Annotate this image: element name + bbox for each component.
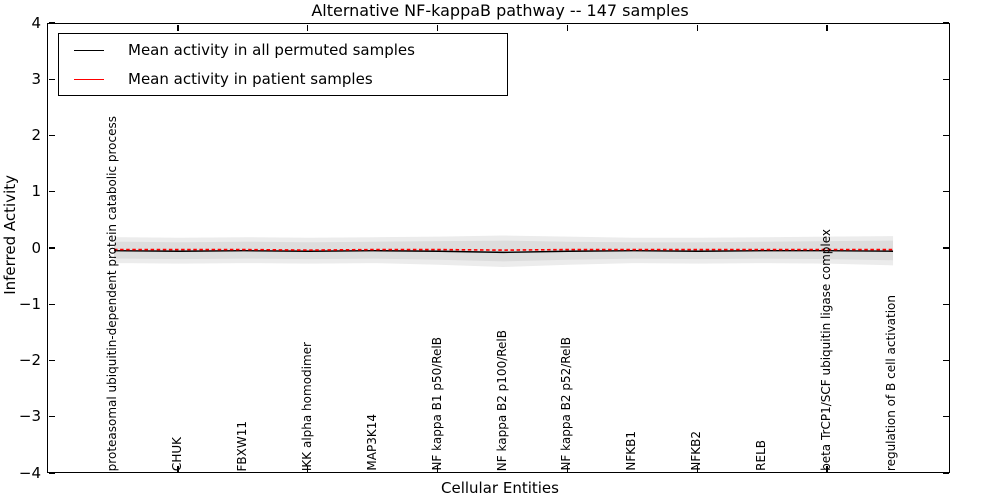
y-tick-mark-left	[48, 78, 55, 80]
category-label: NF kappa B1 p50/RelB	[429, 337, 444, 471]
y-tick-mark-left	[48, 134, 55, 137]
category-label: IKK alpha homodimer	[299, 341, 314, 471]
y-tick-mark-left	[48, 303, 55, 305]
y-tick-mark-left	[48, 472, 55, 474]
x-tick-mark-top	[566, 24, 569, 31]
x-tick-mark-top	[826, 24, 828, 31]
y-tick-mark-right	[942, 247, 949, 249]
series-line-permuted	[113, 249, 894, 254]
y-tick-mark-left	[48, 359, 55, 362]
category-label: MAP3K14	[364, 414, 379, 471]
x-tick-mark-bottom	[696, 465, 698, 472]
y-tick-label: 0	[31, 238, 41, 257]
x-tick-mark-top	[307, 24, 309, 31]
legend-line-patient-icon	[74, 78, 104, 80]
x-tick-mark-bottom	[566, 465, 569, 472]
x-tick-mark-top	[696, 24, 698, 31]
permuted-activity-spread-inner-band	[114, 240, 894, 262]
category-label: NF kappa B2 p52/RelB	[559, 337, 574, 471]
x-tick-mark-bottom	[177, 465, 179, 472]
category-label: NFKB1	[624, 431, 639, 471]
category-label: NF kappa B2 p100/RelB	[494, 329, 509, 471]
y-tick-mark-right	[942, 78, 949, 80]
legend-entry-permuted: Mean activity in all permuted samples	[59, 39, 507, 61]
y-tick-mark-right	[942, 472, 949, 474]
y-tick-mark-left	[48, 247, 55, 249]
y-tick-mark-right	[942, 22, 949, 24]
category-label: beta TrCP1/SCF ubiquitin ligase complex	[819, 229, 834, 471]
y-tick-mark-left	[48, 416, 55, 418]
y-tick-label: −4	[18, 463, 41, 482]
legend-label-permuted: Mean activity in all permuted samples	[128, 41, 415, 59]
legend-entry-patient: Mean activity in patient samples	[59, 68, 507, 90]
y-tick-label: −2	[18, 351, 41, 369]
legend-line-permuted-icon	[74, 49, 104, 51]
legend: Mean activity in all permuted samples Me…	[58, 33, 508, 96]
x-tick-mark-bottom	[826, 465, 828, 472]
y-tick-label: 4	[31, 13, 41, 32]
chart-canvas	[113, 235, 894, 267]
y-tick-mark-right	[942, 416, 949, 418]
category-label: proteasomal ubiquitin-dependent protein …	[105, 115, 119, 471]
category-label: FBXW11	[234, 420, 249, 472]
category-label: RELB	[754, 440, 769, 471]
y-tick-label: −3	[18, 407, 41, 426]
x-tick-mark-bottom	[436, 465, 439, 472]
x-axis-label: Cellular Entities	[441, 479, 559, 497]
x-tick-mark-bottom	[307, 465, 309, 472]
y-tick-mark-right	[942, 359, 949, 362]
y-tick-mark-right	[942, 191, 949, 193]
chart-title: Alternative NF-kappaB pathway -- 147 sam…	[311, 1, 689, 20]
y-tick-mark-right	[942, 134, 949, 137]
y-tick-label: 3	[31, 69, 41, 88]
category-label: regulation of B cell activation	[884, 294, 899, 471]
series-line-patient	[114, 248, 894, 251]
y-tick-label: −1	[18, 294, 41, 313]
y-tick-mark-right	[942, 303, 949, 305]
y-tick-mark-left	[48, 22, 55, 24]
x-tick-mark-top	[436, 24, 439, 31]
y-tick-label: 2	[31, 126, 41, 144]
y-tick-mark-left	[48, 191, 55, 193]
plot-area	[47, 23, 950, 473]
x-tick-mark-top	[177, 24, 179, 31]
legend-label-patient: Mean activity in patient samples	[128, 70, 373, 88]
y-tick-label: 1	[31, 182, 41, 201]
